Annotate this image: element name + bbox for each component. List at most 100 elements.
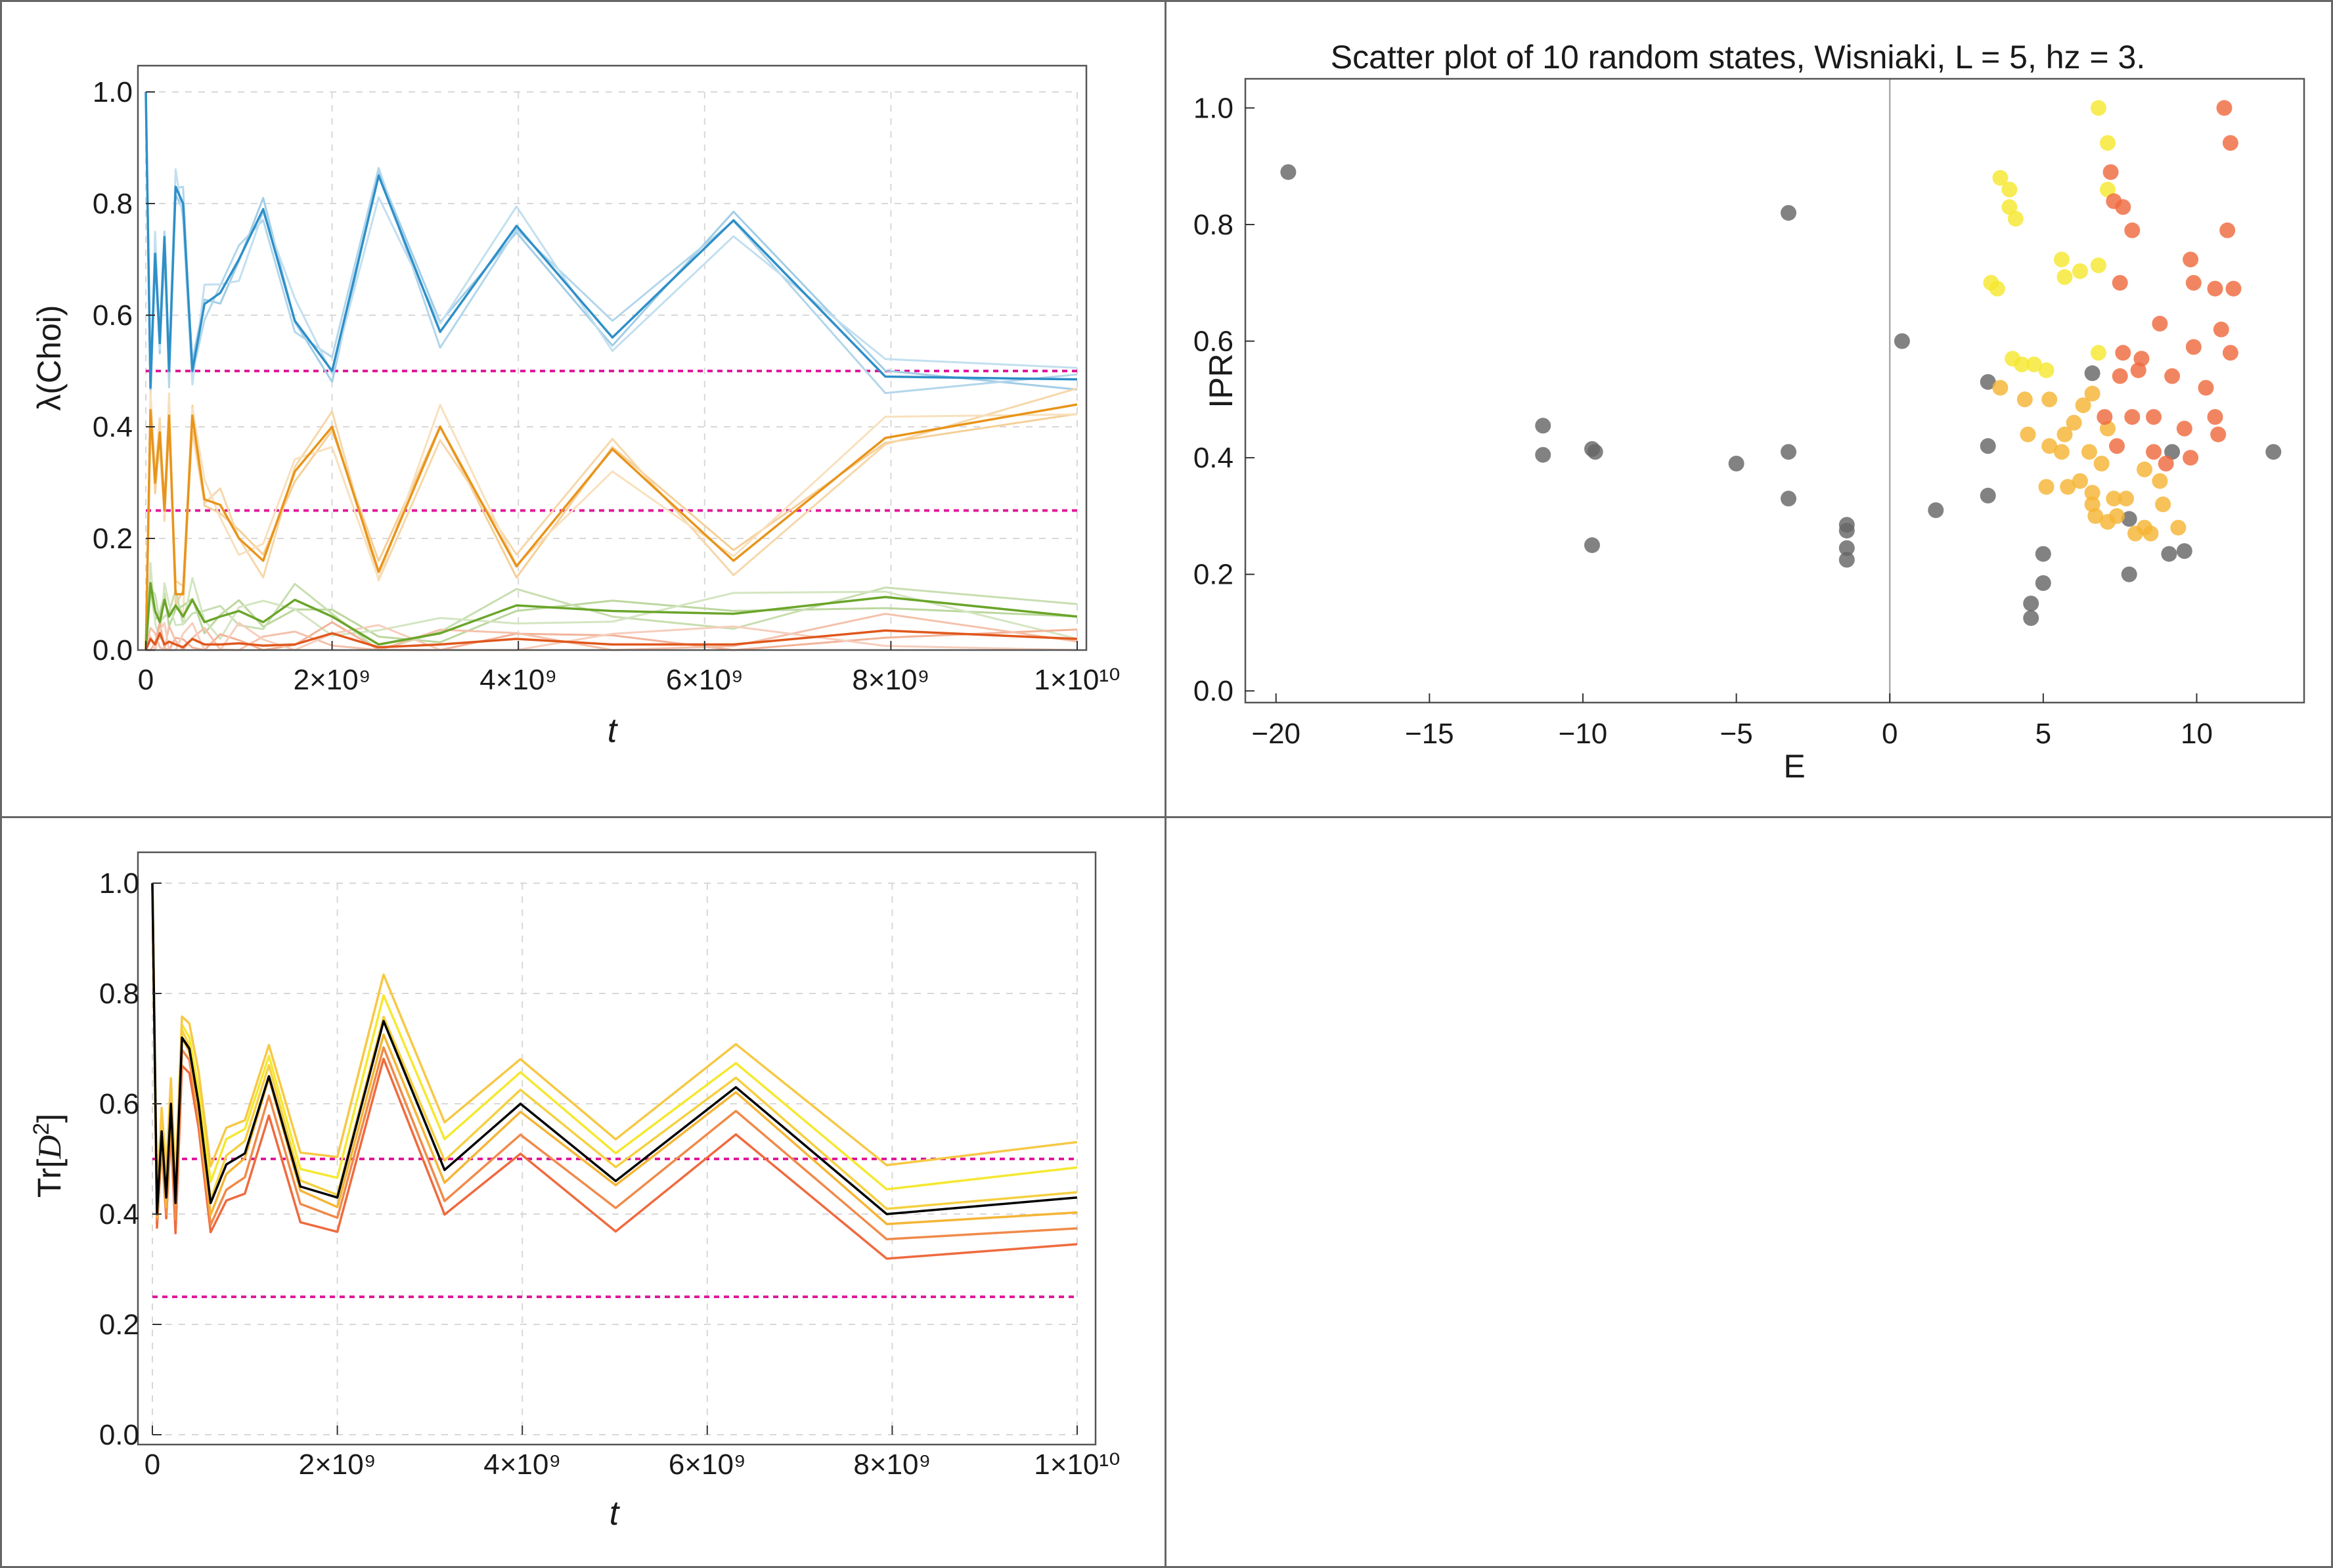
scatter-point [2053,444,2070,460]
scatter-point [2130,362,2146,378]
scatter-point [2090,345,2106,361]
x-axis-label: t [608,712,619,750]
axis-ticks: 0 2×10⁹ 4×10⁹ 6×10⁹ 8×10⁹ 1×10¹⁰ 0.0 0.2 0.4 0.6 0… [99,867,1121,1481]
scatter-point [2216,100,2233,116]
x-tick-label: 5 [2035,718,2051,750]
scatter-point [2183,450,2199,466]
scatter-point [2219,222,2236,238]
x-axis-label: E [1783,748,1805,785]
scatter-point [2038,479,2055,495]
purity-trace-chart: 0 2×10⁹ 4×10⁹ 6×10⁹ 8×10⁹ 1×10¹⁰ 0.0 0.2 0.4 0.6 0… [29,851,1121,1533]
x-tick-label: 10 [2181,718,2213,750]
x-tick-label: 0 [1882,718,1898,750]
scatter-point [1928,502,1944,518]
scatter-point [2097,409,2113,425]
panel-bottom-left [0,816,1166,1568]
scatter-point [2102,164,2119,181]
x-tick-label: −15 [1405,718,1454,750]
scatter-point [2016,391,2033,408]
reference-lines [152,1158,1077,1298]
scatter-point [2137,461,2152,477]
scatter-point [1781,490,1796,507]
scatter-point [2222,345,2238,361]
y-tick-label: 0.0 [93,634,133,666]
scatter-point [1980,487,1996,504]
scatter-point [2161,546,2177,562]
y-tick-label: 0.4 [93,411,133,443]
x-tick-label: −5 [1720,718,1753,750]
series-group [144,91,1078,651]
x-tick-label: 8×10⁹ [852,664,929,696]
scatter-point [1781,444,1796,460]
scatter-point [1781,205,1796,221]
x-tick-label: 2×10⁹ [299,1448,376,1481]
y-tick-label: 1.0 [99,867,139,900]
scatter-point [2185,274,2202,291]
scatter-point [2053,251,2070,268]
x-tick-label: 1×10¹⁰ [1034,1448,1120,1481]
series-group [151,882,1078,1260]
scatter-point [1894,333,1910,349]
scatter-point [2265,444,2282,460]
scatter-point [2081,444,2097,460]
scatter-point [2072,473,2088,489]
y-axis-label: λ(Choi) [31,305,68,410]
scatter-point [1989,280,2005,297]
panel-bottom-right [1165,816,2333,1568]
scatter-point [2106,490,2122,507]
y-tick-label: 0.4 [99,1198,139,1230]
scatter-point [2152,315,2168,332]
series-line [144,582,1078,651]
panel-top-left [0,0,1166,818]
x-tick-label: 6×10⁹ [666,664,744,696]
scatter-point [2014,357,2030,372]
scatter-point [1535,446,1551,463]
scatter-point [2118,490,2134,507]
scatter-point [2109,438,2125,454]
scatter-point [1992,169,2009,186]
y-tick-label: 1.0 [1193,92,1233,124]
scatter-point [2109,508,2125,524]
y-axis-label: IPR [1203,353,1239,408]
scatter-point [2115,345,2131,361]
scatter-point [2176,543,2192,559]
scatter-point [2146,409,2162,425]
scatter-point [2152,473,2168,489]
x-tick-label: −10 [1559,718,1608,750]
ipr-scatter-chart: Scatter plot of 10 random states, Wisnia… [1193,39,2305,785]
scatter-point [2023,596,2039,612]
axis-ticks: −20 −15 −10 −5 0 5 10 0.0 0.2 0.4 0.6 0.8 1.0 [1193,92,2213,750]
scatter-point [2100,135,2116,151]
scatter-point [2026,357,2042,372]
point-group [1280,100,2282,626]
scatter-point [1980,374,1996,390]
x-tick-label: 0 [144,1448,160,1481]
scatter-point [2146,444,2162,460]
panel-top-right [1165,0,2333,818]
y-tick-label: 0.6 [99,1088,139,1120]
y-tick-label: 0.6 [1193,326,1233,358]
ensemble-line [151,882,1078,1199]
scatter-point [2084,365,2100,381]
scatter-point [2143,525,2159,542]
scatter-point [2100,181,2116,198]
scatter-point [2020,426,2036,443]
scatter-point [2084,485,2100,501]
y-axis-label: Tr[D2] [29,1114,68,1198]
y-tick-label: 0.8 [1193,209,1233,241]
scatter-point [1992,380,2009,396]
scatter-point [2198,380,2214,396]
y-tick-label: 0.2 [1193,559,1233,591]
axis-ticks: 0 2×10⁹ 4×10⁹ 6×10⁹ 8×10⁹ 1×10¹⁰ 0.0 0.2 0.4 0.6 0… [93,76,1121,696]
scatter-point [2112,274,2128,291]
scatter-point [2176,420,2192,437]
series-line [144,91,1078,389]
y-tick-label: 1.0 [93,76,133,108]
scatter-point [2035,546,2051,562]
scatter-point [2121,566,2137,582]
scatter-point [2090,100,2106,116]
x-tick-label: −20 [1251,718,1300,750]
scatter-point [2183,251,2199,268]
scatter-point [2041,391,2058,408]
